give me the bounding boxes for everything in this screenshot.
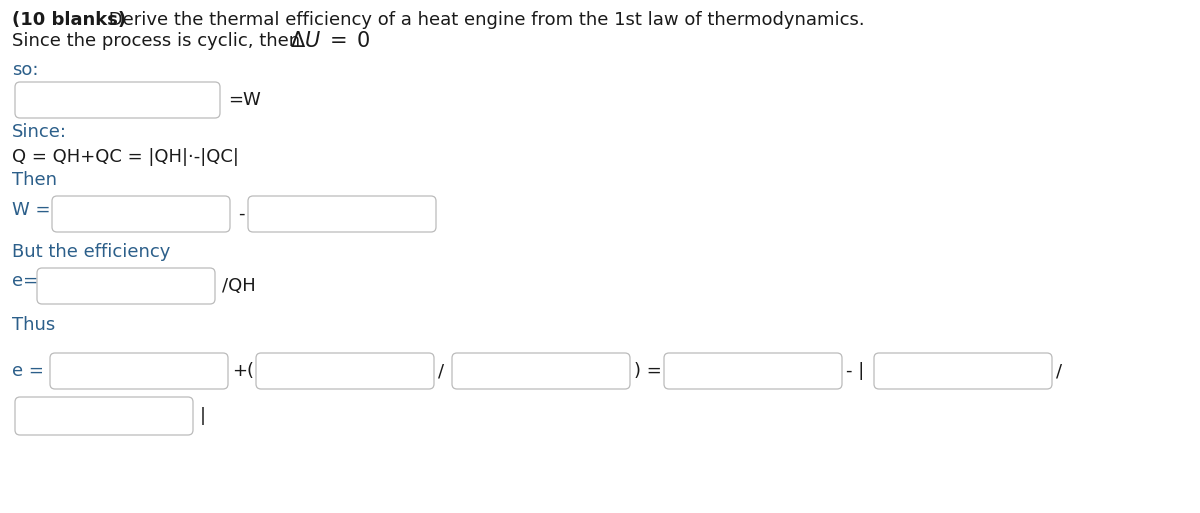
FancyBboxPatch shape: [37, 268, 215, 304]
FancyBboxPatch shape: [14, 82, 220, 118]
Text: -: -: [238, 205, 245, 223]
Text: e =: e =: [12, 362, 44, 380]
FancyBboxPatch shape: [664, 353, 842, 389]
FancyBboxPatch shape: [256, 353, 434, 389]
Text: Since:: Since:: [12, 123, 67, 141]
Text: /: /: [1056, 362, 1062, 380]
Text: Since the process is cyclic, then: Since the process is cyclic, then: [12, 32, 306, 50]
Text: /: /: [438, 362, 444, 380]
Text: - |: - |: [846, 362, 864, 380]
FancyBboxPatch shape: [248, 196, 436, 232]
Text: so:: so:: [12, 61, 38, 79]
Text: (10 blanks): (10 blanks): [12, 11, 126, 29]
FancyBboxPatch shape: [50, 353, 228, 389]
Text: But the efficiency: But the efficiency: [12, 243, 170, 261]
FancyBboxPatch shape: [874, 353, 1052, 389]
Text: ) =: ) =: [634, 362, 661, 380]
Text: +(: +(: [232, 362, 254, 380]
Text: Derive the thermal efficiency of a heat engine from the 1st law of thermodynamic: Derive the thermal efficiency of a heat …: [103, 11, 865, 29]
Text: =W: =W: [228, 91, 260, 109]
Text: W =: W =: [12, 201, 50, 219]
Text: Q = QH+QC = |QH|·-|QC|: Q = QH+QC = |QH|·-|QC|: [12, 148, 239, 166]
FancyBboxPatch shape: [14, 397, 193, 435]
Text: $\Delta U\;=\;0$: $\Delta U\;=\;0$: [290, 31, 371, 51]
FancyBboxPatch shape: [452, 353, 630, 389]
Text: /QH: /QH: [222, 277, 256, 295]
Text: |: |: [200, 407, 206, 425]
Text: Then: Then: [12, 171, 58, 189]
FancyBboxPatch shape: [52, 196, 230, 232]
Text: Thus: Thus: [12, 316, 55, 334]
Text: e=: e=: [12, 272, 38, 290]
